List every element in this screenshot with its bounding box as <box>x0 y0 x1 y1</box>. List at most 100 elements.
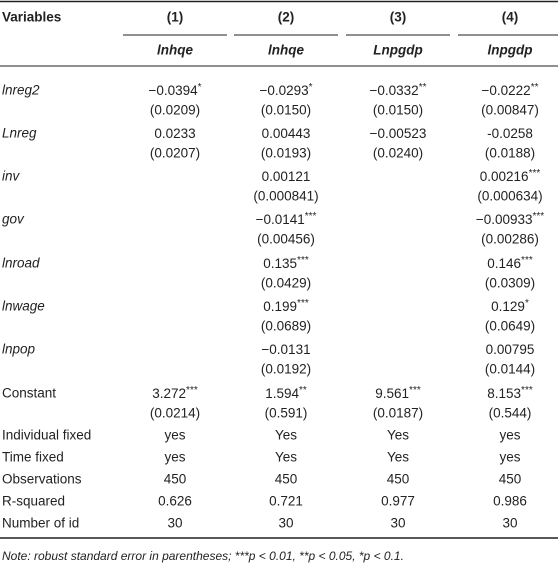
standard-error: (0.0649) <box>485 319 535 334</box>
row-label: Number of id <box>2 516 79 531</box>
significance-stars: *** <box>521 255 533 266</box>
column-number: (1) <box>167 10 184 25</box>
row-label: Lnreg <box>2 126 37 141</box>
standard-error: (0.0207) <box>150 146 200 161</box>
coefficient-value: 0.129 <box>491 299 525 314</box>
coefficient: 0.00443 <box>262 126 311 141</box>
dependent-variable: lnhqe <box>268 43 304 58</box>
coefficient-value: −0.00523 <box>370 126 427 141</box>
coefficient-value: 0.00443 <box>262 126 311 141</box>
standard-error: (0.544) <box>489 406 532 421</box>
coefficient: −0.00523 <box>370 126 427 141</box>
header-variables: Variables <box>2 10 61 25</box>
standard-error: (0.0214) <box>150 406 200 421</box>
significance-stars: *** <box>521 385 533 396</box>
coefficient: 0.0233 <box>154 126 195 141</box>
significance-stars: * <box>198 82 202 93</box>
coefficient-value: −0.0131 <box>261 342 310 357</box>
dependent-variable: lnpgdp <box>488 43 533 58</box>
coefficient: -0.0258 <box>487 126 533 141</box>
significance-stars: *** <box>529 168 541 179</box>
row-label: lnpop <box>2 342 36 357</box>
coefficient-value: -0.0258 <box>487 126 533 141</box>
stat-cell: 0.986 <box>493 494 527 509</box>
standard-error: (0.0689) <box>261 319 311 334</box>
standard-error: (0.0309) <box>485 276 535 291</box>
significance-stars: ** <box>299 385 307 396</box>
standard-error: (0.0188) <box>485 146 535 161</box>
standard-error: (0.000634) <box>477 189 542 204</box>
standard-error: (0.0209) <box>150 103 200 118</box>
coefficient: 8.153*** <box>487 385 533 401</box>
coefficient: 9.561*** <box>375 385 421 401</box>
stat-cell: Yes <box>387 428 409 443</box>
coefficient: 3.272*** <box>152 385 198 401</box>
stat-cell: 30 <box>390 516 405 531</box>
row-label: Individual fixed <box>2 428 91 443</box>
coefficient-value: −0.0141 <box>256 212 305 227</box>
coefficient-value: 8.153 <box>487 386 521 401</box>
stat-cell: 450 <box>499 472 522 487</box>
coefficient: 1.594** <box>265 385 307 401</box>
stat-cell: Yes <box>387 450 409 465</box>
coefficient: 0.146*** <box>487 255 533 271</box>
stat-cell: 30 <box>278 516 293 531</box>
coefficient-value: 0.146 <box>487 256 521 271</box>
stat-cell: 0.977 <box>381 494 415 509</box>
column-number: (2) <box>278 10 295 25</box>
column-number: (3) <box>390 10 407 25</box>
significance-stars: *** <box>297 255 309 266</box>
stat-cell: yes <box>499 450 520 465</box>
row-label: gov <box>2 212 25 227</box>
coefficient: 0.135*** <box>263 255 309 271</box>
coefficient-value: −0.0394 <box>148 83 198 98</box>
coefficient: −0.0131 <box>261 342 310 357</box>
stat-cell: 0.626 <box>158 494 192 509</box>
dependent-variable: Lnpgdp <box>373 43 422 58</box>
column-number: (4) <box>502 10 519 25</box>
standard-error: (0.0192) <box>261 362 311 377</box>
coefficient: 0.199*** <box>263 298 309 314</box>
significance-stars: * <box>309 82 313 93</box>
row-label: Observations <box>2 472 82 487</box>
stat-cell: 0.721 <box>269 494 303 509</box>
coefficient: 0.00216*** <box>480 168 541 184</box>
coefficient-value: 0.0233 <box>154 126 195 141</box>
stat-cell: 450 <box>387 472 410 487</box>
significance-stars: *** <box>305 211 317 222</box>
coefficient-value: 1.594 <box>265 386 299 401</box>
stat-cell: 450 <box>275 472 298 487</box>
table-note: Note: robust standard error in parenthes… <box>2 549 404 563</box>
standard-error: (0.000841) <box>253 189 318 204</box>
row-label: R-squared <box>2 494 65 509</box>
significance-stars: *** <box>186 385 198 396</box>
dependent-variable: lnhqe <box>157 43 193 58</box>
stat-cell: Yes <box>275 428 297 443</box>
coefficient-value: −0.0332 <box>370 83 419 98</box>
coefficient-value: 3.272 <box>152 386 186 401</box>
significance-stars: *** <box>297 298 309 309</box>
row-label: lnwage <box>2 299 45 314</box>
significance-stars: *** <box>409 385 421 396</box>
coefficient-value: 9.561 <box>375 386 409 401</box>
standard-error: (0.0240) <box>373 146 423 161</box>
row-label: Constant <box>2 386 56 401</box>
coefficient: −0.00933*** <box>476 211 544 227</box>
stat-cell: yes <box>164 450 185 465</box>
row-label: lnroad <box>2 256 40 271</box>
stat-cell: 450 <box>164 472 187 487</box>
significance-stars: ** <box>531 82 539 93</box>
coefficient-value: 0.199 <box>263 299 297 314</box>
coefficient: −0.0141*** <box>256 211 317 227</box>
stat-cell: Yes <box>275 450 297 465</box>
coefficient: −0.0293* <box>259 82 312 98</box>
standard-error: (0.00286) <box>481 232 539 247</box>
coefficient: 0.00795 <box>486 342 535 357</box>
coefficient-value: −0.0293 <box>259 83 308 98</box>
coefficient-value: 0.00121 <box>262 169 311 184</box>
significance-stars: ** <box>419 82 427 93</box>
standard-error: (0.0144) <box>485 362 535 377</box>
significance-stars: * <box>525 298 529 309</box>
coefficient: −0.0332** <box>370 82 427 98</box>
